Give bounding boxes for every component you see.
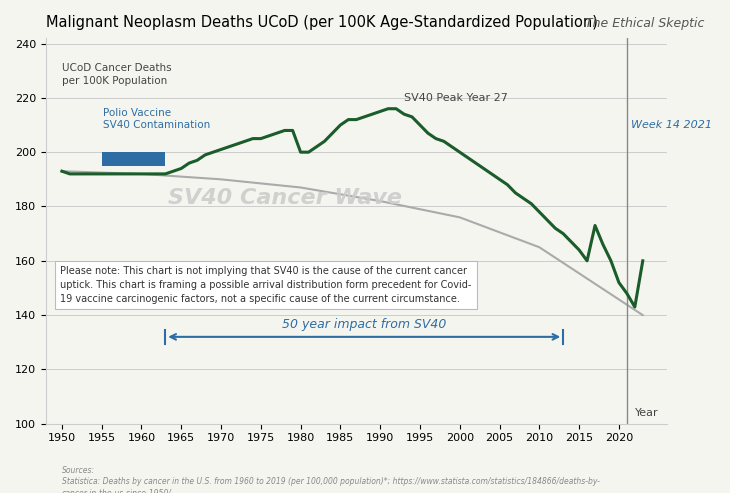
Text: Year: Year [635,408,658,419]
Text: Malignant Neoplasm Deaths UCoD (per 100K Age-Standardized Population): Malignant Neoplasm Deaths UCoD (per 100K… [46,15,598,30]
Text: Polio Vaccine
SV40 Contamination: Polio Vaccine SV40 Contamination [103,108,210,131]
Text: 50 year impact from SV40: 50 year impact from SV40 [282,318,447,331]
Bar [101,152,165,166]
Text: The Ethical Skeptic: The Ethical Skeptic [585,17,704,30]
Text: UCoD Cancer Deaths
per 100K Population: UCoD Cancer Deaths per 100K Population [62,63,172,86]
Text: SV40 Cancer Wave: SV40 Cancer Wave [168,188,402,209]
Text: Week 14 2021: Week 14 2021 [631,120,712,130]
Text: Please note: This chart is not implying that SV40 is the cause of the current ca: Please note: This chart is not implying … [61,266,472,304]
Text: SV40 Peak Year 27: SV40 Peak Year 27 [404,93,508,104]
Text: Sources:
Statistica: Deaths by cancer in the U.S. from 1960 to 2019 (per 100,000: Sources: Statistica: Deaths by cancer in… [62,466,600,493]
